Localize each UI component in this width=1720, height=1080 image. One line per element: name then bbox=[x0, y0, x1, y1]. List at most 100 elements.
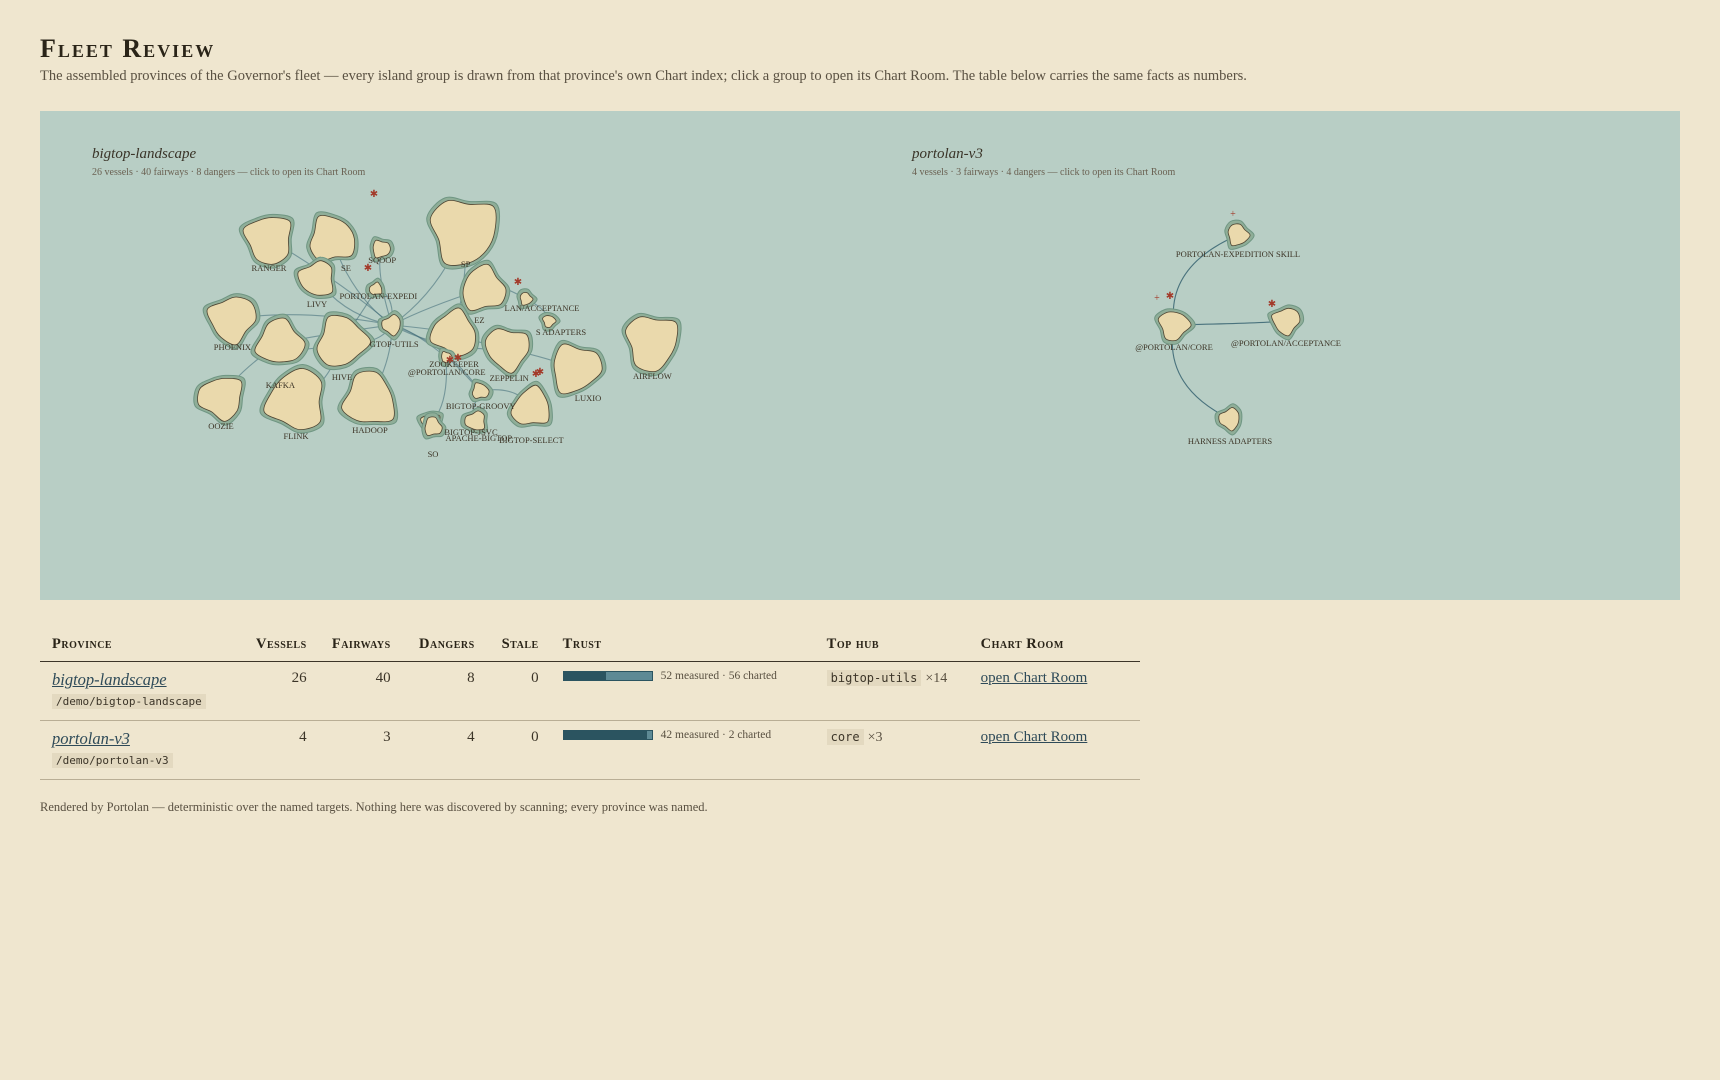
fleet-map-canvas: bigtop-landscape 26 vessels · 40 fairway… bbox=[92, 146, 1341, 459]
island-land bbox=[462, 263, 507, 312]
province-cell: bigtop-landscape /demo/bigtop-landscape bbox=[40, 661, 244, 721]
page-title: Fleet Review bbox=[40, 34, 216, 63]
island-label: RANGER bbox=[252, 263, 287, 273]
island-label: HADOOP bbox=[352, 425, 388, 435]
island-land bbox=[341, 370, 395, 423]
island-land bbox=[254, 317, 306, 363]
chart-room-cell: open Chart Room bbox=[968, 720, 1140, 780]
island-land bbox=[197, 377, 243, 422]
trust-cell: 52 measured · 56 charted bbox=[550, 661, 815, 721]
fairways-cell: 40 bbox=[318, 661, 403, 721]
top-hub-cell: bigtop-utils ×14 bbox=[814, 661, 969, 721]
table-header-row: Province Vessels Fairways Dangers Stale … bbox=[40, 630, 1140, 662]
island-sqoop[interactable] bbox=[369, 236, 395, 263]
island-label: EZ bbox=[474, 315, 484, 325]
island-se[interactable] bbox=[306, 211, 359, 265]
island-label: FLINK bbox=[283, 431, 309, 441]
trust-text: 42 measured · 2 charted bbox=[660, 729, 772, 741]
fleet-map: bigtop-landscape 26 vessels · 40 fairway… bbox=[40, 111, 1680, 600]
island-land bbox=[471, 382, 490, 399]
island-gtop-utils[interactable] bbox=[377, 310, 404, 341]
island-livy[interactable] bbox=[293, 256, 337, 300]
island-luxio[interactable] bbox=[550, 339, 607, 398]
island-zeppelin[interactable] bbox=[481, 324, 534, 378]
island-land bbox=[424, 416, 443, 436]
island-s-adapters[interactable] bbox=[538, 311, 561, 332]
island-label: KAFKA bbox=[266, 380, 296, 390]
page-subtitle: The assembled provinces of the Governor'… bbox=[40, 68, 1247, 84]
island-hadoop[interactable] bbox=[337, 366, 399, 426]
island-label: BIGTOP-SELECT bbox=[499, 435, 564, 445]
fairways-cell: 3 bbox=[318, 720, 403, 780]
island-portolan-core[interactable] bbox=[438, 347, 457, 368]
group-title-bigtop-landscape[interactable]: bigtop-landscape bbox=[92, 146, 196, 162]
island-land bbox=[553, 343, 603, 395]
island-sp[interactable] bbox=[426, 196, 501, 270]
province-path: /demo/portolan-v3 bbox=[52, 753, 173, 768]
island-label: BIGTOP-JSVC bbox=[444, 427, 498, 437]
island-ranger[interactable] bbox=[238, 213, 295, 269]
island-land bbox=[242, 217, 292, 265]
trust-bar bbox=[562, 730, 653, 740]
danger-icon: ✱ bbox=[454, 353, 462, 364]
island-hive[interactable] bbox=[312, 311, 376, 371]
open-chart-room-link[interactable]: open Chart Room bbox=[980, 670, 1088, 686]
island-so[interactable] bbox=[421, 412, 447, 440]
top-hub-cell: core ×3 bbox=[814, 720, 969, 780]
island-harness-adapters[interactable] bbox=[1214, 403, 1243, 436]
island-label: PORTOLAN-EXPEDITION SKILL bbox=[1176, 249, 1300, 259]
island-label: OOZIE bbox=[208, 421, 234, 431]
dangers-cell: 4 bbox=[402, 720, 487, 780]
danger-icon: + bbox=[1154, 293, 1160, 304]
col-province: Province bbox=[40, 630, 244, 662]
island-land bbox=[625, 316, 679, 372]
col-dangers: Dangers bbox=[402, 630, 487, 662]
island-bigtop-select[interactable] bbox=[506, 380, 553, 428]
island-land bbox=[464, 410, 485, 431]
island-kafka[interactable] bbox=[250, 313, 310, 366]
island-portolan-core[interactable] bbox=[1154, 308, 1196, 345]
island-label: SE bbox=[341, 263, 351, 273]
col-chart-room: Chart Room bbox=[968, 630, 1140, 662]
island-land bbox=[381, 314, 401, 337]
province-link[interactable]: portolan-v3 bbox=[52, 729, 130, 748]
island-label: HIVE bbox=[332, 372, 352, 382]
danger-icon: ✱ bbox=[532, 369, 540, 380]
table-row: portolan-v3 /demo/portolan-v3 4 3 4 0 42… bbox=[40, 720, 1140, 780]
island-label: S ADAPTERS bbox=[536, 327, 587, 337]
island-phoenix[interactable] bbox=[202, 293, 261, 350]
island-land bbox=[542, 315, 557, 328]
island-portolan-acceptance[interactable] bbox=[1267, 304, 1305, 341]
island-flink[interactable] bbox=[259, 364, 326, 434]
island-label: AIRFLOW bbox=[633, 371, 672, 381]
island-airflow[interactable] bbox=[621, 312, 682, 377]
island-ez[interactable] bbox=[459, 259, 511, 315]
island-land bbox=[369, 281, 383, 295]
island-label: HARNESS ADAPTERS bbox=[1188, 436, 1273, 446]
island-land bbox=[1271, 307, 1301, 337]
hub-count: ×14 bbox=[925, 671, 948, 686]
island-label: SP bbox=[461, 259, 471, 269]
province-link[interactable]: bigtop-landscape bbox=[52, 670, 167, 689]
island-zookeeper[interactable] bbox=[425, 303, 480, 361]
group-title-portolan-v3[interactable]: portolan-v3 bbox=[911, 146, 983, 162]
province-path: /demo/bigtop-landscape bbox=[52, 694, 206, 709]
island-bigtop-groovy[interactable] bbox=[468, 378, 494, 403]
island-label: APACHE-BIGTOP bbox=[445, 433, 512, 443]
island-portolan-expedition-skill[interactable] bbox=[1224, 219, 1255, 250]
island-label: ZEPPELIN bbox=[490, 373, 529, 383]
island-lan-acceptance[interactable] bbox=[516, 288, 538, 310]
table-row: bigtop-landscape /demo/bigtop-landscape … bbox=[40, 661, 1140, 721]
col-top-hub: Top hub bbox=[814, 630, 969, 662]
trust-cell: 42 measured · 2 charted bbox=[550, 720, 815, 780]
island-portolan-expedi[interactable] bbox=[365, 277, 386, 299]
island-apache-bigtop[interactable] bbox=[460, 406, 489, 434]
island-oozie[interactable] bbox=[193, 374, 246, 426]
island-land bbox=[309, 214, 356, 262]
danger-icon: ✱ bbox=[364, 263, 372, 274]
danger-icon: ✱ bbox=[536, 367, 544, 378]
island-label: @PORTOLAN/CORE bbox=[408, 367, 486, 377]
open-chart-room-link[interactable]: open Chart Room bbox=[980, 729, 1088, 745]
island-land bbox=[429, 199, 497, 266]
danger-icon: ✱ bbox=[446, 355, 454, 366]
